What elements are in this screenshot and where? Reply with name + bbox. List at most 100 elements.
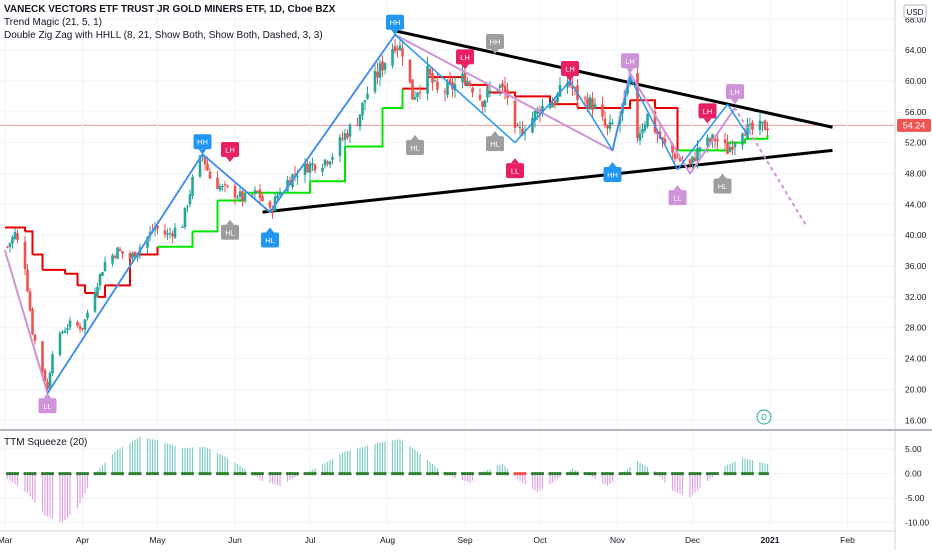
candle-body <box>121 251 124 254</box>
candle-body <box>261 196 264 202</box>
squeeze-dot <box>585 472 590 476</box>
candle-body <box>466 80 469 85</box>
symbol-title[interactable]: VANECK VECTORS ETF TRUST JR GOLD MINERS … <box>4 4 336 15</box>
squeeze-dot <box>223 472 227 476</box>
squeeze-dot <box>285 472 290 476</box>
squeeze-dot <box>695 472 700 476</box>
zigzag-fast-segment <box>394 34 516 144</box>
squeeze-dot <box>118 472 122 476</box>
pivot-label-hl: HL <box>221 219 239 240</box>
candle-body <box>338 137 342 156</box>
candle-body <box>328 161 332 165</box>
squeeze-dot <box>748 472 752 476</box>
squeeze-dot <box>95 472 100 476</box>
candle-body <box>238 191 242 197</box>
squeeze-dot <box>60 472 65 476</box>
squeeze-axis[interactable]: 5.00 0.00 -5.00 -10.00 <box>905 444 929 528</box>
squeeze-dot <box>170 472 175 476</box>
squeeze-dot <box>765 472 770 476</box>
candle-body <box>746 124 749 139</box>
candle-body <box>376 71 379 78</box>
squeeze-dot <box>150 472 155 476</box>
candle-body <box>13 231 17 239</box>
indicator-zigzag[interactable]: Double Zig Zag with HHLL (8, 21, Show Bo… <box>4 30 323 41</box>
candle-body <box>733 143 737 148</box>
squeeze-dot <box>135 472 140 476</box>
squeeze-dot <box>655 472 660 476</box>
time-tick-label: May <box>149 535 166 545</box>
candle-body <box>673 153 677 160</box>
candle-body <box>691 156 694 164</box>
squeeze-dot <box>75 472 80 476</box>
squeeze-dot <box>225 472 230 476</box>
candle-body <box>28 291 32 311</box>
squeeze-dot <box>568 472 572 476</box>
time-axis[interactable]: Mar Apr May Jun Jul Aug Sep Oct Nov Dec 2021 Feb <box>0 535 855 545</box>
squeeze-dot <box>760 472 765 476</box>
candle-body <box>313 164 317 171</box>
squeeze-dot <box>303 472 307 476</box>
zigzag-fast-segment <box>726 103 749 136</box>
squeeze-dot <box>133 472 137 476</box>
squeeze-dot <box>698 472 702 476</box>
price-tick-label: 36.00 <box>905 261 927 271</box>
trend-magic-segment <box>345 107 384 148</box>
candle-body <box>541 105 544 114</box>
squeeze-dot <box>495 472 500 476</box>
candle-body <box>218 186 222 191</box>
pivot-label-text: LH <box>625 57 635 66</box>
squeeze-dot <box>130 472 135 476</box>
squeeze-dot <box>645 472 650 476</box>
squeeze-dot <box>398 472 402 476</box>
candle-body <box>693 157 697 162</box>
price-tick-label: 60.00 <box>905 76 927 86</box>
candle-body <box>163 230 167 235</box>
candle-body <box>583 97 587 99</box>
squeeze-dot <box>460 472 465 476</box>
indicator-ttm-squeeze[interactable]: TTM Squeeze (20) <box>4 437 88 448</box>
squeeze-dot <box>275 472 280 476</box>
earnings-marker[interactable]: D <box>756 409 772 425</box>
candle-body <box>453 83 457 91</box>
candle-body <box>593 104 597 109</box>
squeeze-dot <box>165 472 170 476</box>
squeeze-dot <box>148 472 152 476</box>
squeeze-dot <box>93 472 97 476</box>
candle-body <box>411 79 414 100</box>
indicator-trend-magic[interactable]: Trend Magic (21, 5, 1) <box>4 17 103 28</box>
trend-magic-segment <box>42 268 66 274</box>
pivot-label-lh: LH <box>221 141 239 162</box>
squeeze-dot <box>120 472 125 476</box>
candle-body <box>268 201 272 208</box>
squeeze-dot <box>413 472 417 476</box>
pivot-label-hl: HL <box>486 131 504 152</box>
squeeze-dot <box>258 472 262 476</box>
squeeze-dot <box>78 472 82 476</box>
pivot-label-text: LH <box>703 107 713 116</box>
pivot-label-text: HL <box>225 228 235 237</box>
squeeze-dot <box>378 472 382 476</box>
squeeze-dot <box>745 472 750 476</box>
squeeze-dot <box>380 472 385 476</box>
candle-body <box>498 85 502 88</box>
squeeze-dot <box>243 472 247 476</box>
candle-body <box>253 190 257 195</box>
last-price-tag: 54.24 <box>897 118 931 132</box>
squeeze-dot <box>483 472 487 476</box>
pivot-label-text: LH <box>460 53 470 62</box>
candle-body <box>463 71 467 85</box>
squeeze-dot <box>208 472 212 476</box>
price-axis[interactable]: 16.00 20.00 24.00 28.00 32.00 36.00 40.00 44.00… <box>905 14 927 425</box>
squeeze-dot <box>328 472 332 476</box>
squeeze-dot <box>620 472 625 476</box>
candle-body <box>531 118 534 133</box>
squeeze-dot <box>425 472 430 476</box>
squeeze-dot <box>713 472 717 476</box>
squeeze-dot <box>660 472 665 476</box>
pivot-label-hl: HL <box>406 134 424 155</box>
squeeze-dot <box>658 472 662 476</box>
currency-badge[interactable] <box>903 4 927 19</box>
candle-body <box>761 121 764 124</box>
